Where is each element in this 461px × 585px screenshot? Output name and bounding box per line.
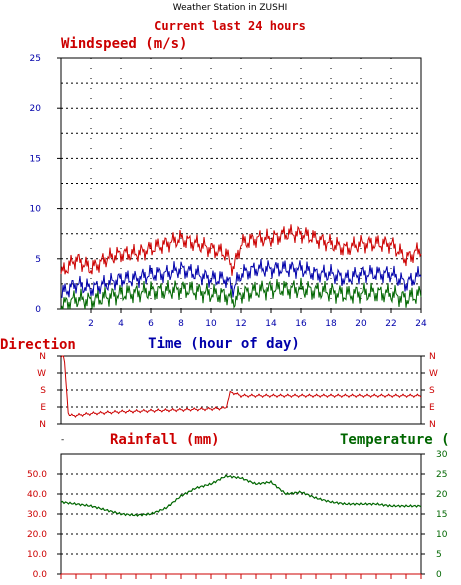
direction-y-ticks: N NW WS SE EN N — [37, 352, 438, 430]
temperature-y-tick-label: 10 — [436, 530, 448, 540]
windspeed-x-tick-label: 10 — [205, 319, 217, 329]
time-axis-label: Time (hour of day) — [148, 336, 300, 352]
direction-line-0 — [60, 355, 422, 418]
windspeed-line-2 — [60, 277, 422, 310]
temperature-y-tick-label: 30 — [436, 450, 448, 460]
temperature-y-tick-label: 20 — [436, 490, 448, 500]
temperature-y-ticks: 0 5 10 15 20 25 30 — [421, 450, 448, 580]
direction-title: Direction — [0, 337, 76, 353]
temperature-line-0 — [60, 473, 422, 517]
direction-left-tick-label: W — [37, 369, 46, 379]
windspeed-x-tick-label: 14 — [265, 319, 277, 329]
windspeed-x-tick-label: 4 — [118, 319, 124, 329]
rainfall-y-tick-label: 20.0 — [27, 530, 47, 540]
page-subtitle: Current last 24 hours — [154, 19, 306, 33]
windspeed-y-tick-label: 15 — [30, 154, 41, 164]
windspeed-x-tick-label: 2 — [88, 319, 94, 329]
rainfall-y-tick-label: 30.0 — [27, 510, 47, 520]
windspeed-series — [60, 224, 422, 310]
windspeed-x-tick-label: 12 — [235, 319, 246, 329]
direction-series — [60, 355, 422, 418]
windspeed-line-1 — [60, 259, 422, 298]
temperature-y-tick-label: 25 — [436, 470, 447, 480]
direction-right-tick-label: N — [429, 352, 436, 362]
windspeed-grid — [61, 58, 421, 309]
direction-left-tick-label: N — [39, 420, 46, 430]
direction-left-tick-label: S — [40, 386, 46, 396]
rainfall-y-tick-label: 50.0 — [27, 470, 47, 480]
direction-right-tick-label: N — [429, 420, 436, 430]
rainfall-y-tick-label: 0.0 — [33, 570, 48, 580]
windspeed-x-tick-label: 24 — [415, 319, 427, 329]
windspeed-y-tick-label: 5 — [35, 255, 41, 265]
windspeed-x-ticks: 2 4 6 8 10 12 14 16 18 20 22 24 — [88, 309, 427, 329]
windspeed-x-tick-label: 20 — [355, 319, 367, 329]
temperature-title: Temperature ( — [340, 432, 450, 448]
windspeed-title: Windspeed (m/s) — [61, 36, 187, 52]
temperature-y-tick-label: 0 — [436, 570, 442, 580]
windspeed-y-tick-label: 25 — [30, 54, 41, 64]
rainfall-y-tick-label: 10.0 — [27, 550, 47, 560]
rainfall-title: Rainfall (mm) — [110, 432, 220, 448]
windspeed-x-tick-label: 6 — [148, 319, 154, 329]
direction-left-tick-label: E — [40, 403, 46, 413]
rainfall-y-tick-label: 40.0 — [27, 490, 47, 500]
page-title: Weather Station in ZUSHI — [173, 3, 288, 13]
rainfall-x-ticks — [60, 574, 422, 579]
direction-right-tick-label: E — [429, 403, 435, 413]
windspeed-y-tick-label: 20 — [30, 104, 42, 114]
windspeed-x-tick-label: 22 — [385, 319, 396, 329]
direction-left-tick-label: N — [39, 352, 46, 362]
windspeed-y-ticks: 0 5 10 15 20 25 — [30, 54, 61, 315]
temperature-series — [60, 473, 422, 517]
windspeed-y-tick-label: 0 — [35, 305, 41, 315]
temperature-y-tick-label: 5 — [436, 550, 442, 560]
windspeed-y-tick-label: 10 — [30, 205, 42, 215]
windspeed-line-0 — [60, 224, 422, 276]
direction-right-tick-label: S — [429, 386, 435, 396]
direction-bottom-dash: - — [61, 435, 64, 445]
temperature-y-tick-label: 15 — [436, 510, 447, 520]
rainfall-grid — [61, 473, 421, 555]
rainfall-y-ticks: 0.0 10.0 20.0 30.0 40.0 50.0 — [27, 470, 61, 580]
direction-grid — [61, 372, 421, 408]
direction-right-tick-label: W — [429, 369, 438, 379]
windspeed-x-tick-label: 8 — [178, 319, 184, 329]
windspeed-x-tick-label: 16 — [295, 319, 307, 329]
windspeed-x-tick-label: 18 — [325, 319, 337, 329]
